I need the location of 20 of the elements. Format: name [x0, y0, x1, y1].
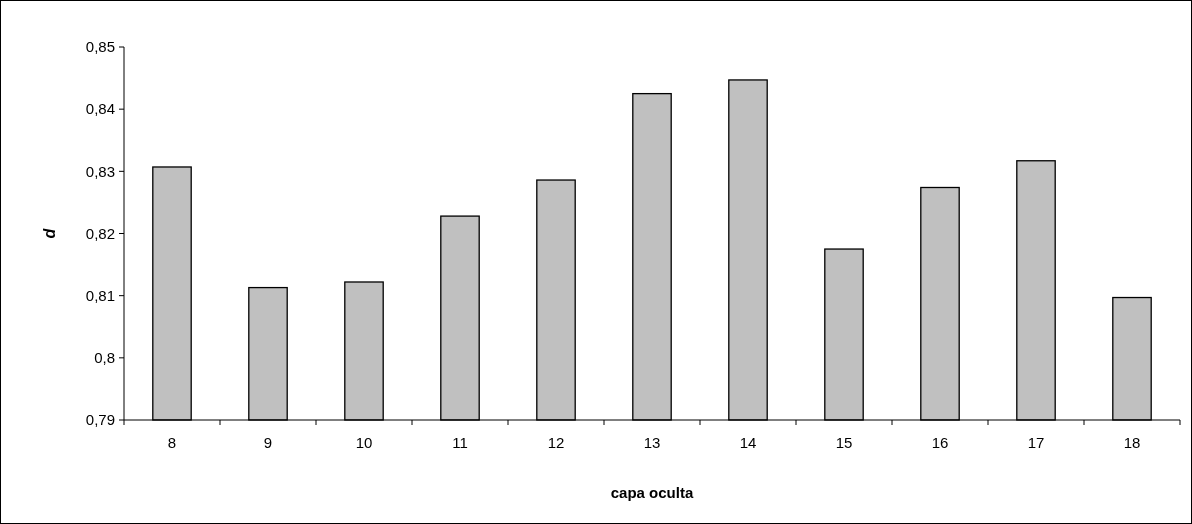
y-tick-label: 0,83	[85, 162, 115, 180]
y-tick-label: 0,84	[85, 100, 115, 118]
x-tick-label: 16	[931, 434, 949, 451]
x-tick-label: 11	[452, 434, 468, 451]
x-tick-label: 10	[355, 434, 373, 451]
x-axis-title: capa oculta	[610, 484, 694, 501]
y-tick-label: 0,85	[85, 38, 115, 56]
x-tick-label: 12	[547, 434, 565, 451]
y-tick-label: 0,82	[85, 224, 115, 242]
x-tick-label: 14	[739, 434, 757, 451]
y-tick-label: 0,79	[85, 411, 115, 429]
x-tick-label: 17	[1027, 434, 1045, 451]
x-tick-label: 15	[835, 434, 853, 451]
y-tick-label: 0,8	[94, 349, 115, 367]
x-tick-label: 9	[263, 434, 273, 451]
x-tick-label: 18	[1123, 434, 1141, 451]
y-tick-label: 0,81	[85, 286, 115, 304]
x-tick-label: 8	[167, 434, 177, 451]
y-axis-title: d	[41, 227, 58, 239]
x-tick-label: 13	[643, 434, 661, 451]
